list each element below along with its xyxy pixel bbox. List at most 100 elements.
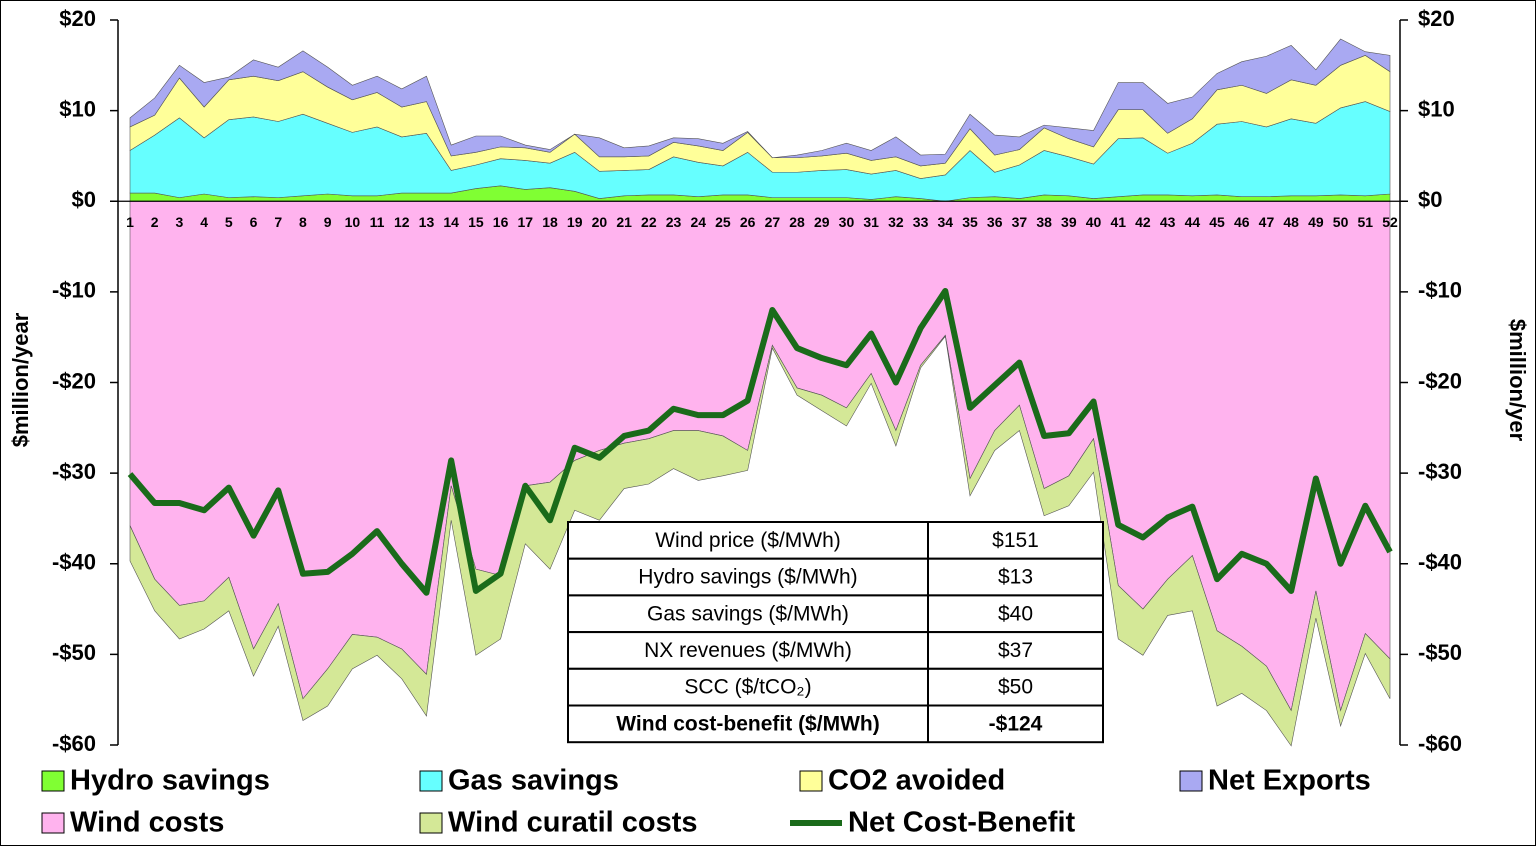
table-row [567, 704, 1104, 744]
x-tick-label: 11 [370, 214, 385, 230]
x-tick-label: 52 [1382, 214, 1398, 230]
x-tick-label: 6 [250, 214, 258, 230]
x-tick-label: 20 [592, 214, 608, 230]
y2-tick-label: $20 [1418, 6, 1455, 31]
x-tick-label: 1 [126, 214, 134, 230]
x-tick-label: 16 [493, 214, 509, 230]
x-tick-label: 34 [938, 214, 954, 230]
x-tick-label: 29 [814, 214, 830, 230]
x-tick-label: 51 [1358, 214, 1374, 230]
y-tick-label: -$20 [52, 368, 96, 393]
table-label: SCC ($/tCO₂) [684, 676, 811, 699]
x-tick-label: 47 [1259, 214, 1275, 230]
y-tick-label: -$10 [52, 278, 96, 303]
legend-swatch [41, 770, 65, 792]
table-row [567, 557, 1104, 597]
x-tick-label: 24 [690, 214, 706, 230]
x-tick-label: 39 [1061, 214, 1077, 230]
x-tick-label: 26 [740, 214, 756, 230]
legend-swatch [799, 770, 823, 792]
table-value: $13 [998, 566, 1033, 589]
y2-tick-label: $10 [1418, 96, 1455, 121]
x-tick-label: 27 [765, 214, 781, 230]
x-tick-label: 46 [1234, 214, 1250, 230]
x-tick-label: 4 [200, 214, 208, 230]
x-tick-label: 42 [1135, 214, 1151, 230]
table-value: $50 [998, 676, 1033, 699]
y2-tick-label: -$40 [1418, 550, 1462, 575]
x-tick-label: 5 [225, 214, 233, 230]
y-tick-label: -$60 [52, 731, 96, 756]
x-tick-label: 2 [151, 214, 159, 230]
line [127, 287, 1393, 596]
table-label: Gas savings ($/MWh) [647, 602, 849, 625]
x-tick-label: 35 [962, 214, 978, 230]
legend-label: Wind curatil costs [448, 807, 698, 839]
table-label: Wind cost-benefit ($/MWh) [616, 712, 879, 735]
legend-swatch [419, 812, 443, 834]
x-tick-label: 7 [274, 214, 282, 230]
y-tick-label: $20 [59, 6, 96, 31]
legend-swatch [419, 770, 443, 792]
x-tick-label: 25 [715, 214, 731, 230]
y-tick-label: $0 [72, 187, 96, 212]
x-tick-label: 41 [1110, 214, 1126, 230]
y2-tick-label: $0 [1418, 187, 1442, 212]
x-tick-label: 32 [888, 214, 904, 230]
y-tick-label: $10 [59, 96, 96, 121]
y-tick-label: -$30 [52, 459, 96, 484]
x-tick-label: 28 [789, 214, 805, 230]
x-tick-label: 30 [839, 214, 855, 230]
x-tick-label: 19 [567, 214, 583, 230]
x-tick-label: 13 [419, 214, 435, 230]
legend-label: Hydro savings [70, 765, 270, 797]
y2-tick-label: -$30 [1418, 459, 1462, 484]
x-tick-label: 40 [1086, 214, 1102, 230]
y2-tick-label: -$10 [1418, 278, 1462, 303]
x-tick-label: 3 [176, 214, 184, 230]
area [129, 334, 1391, 747]
x-tick-label: 37 [1012, 214, 1028, 230]
table-row [567, 521, 1104, 560]
legend-swatch [1179, 770, 1203, 792]
x-tick-label: 21 [616, 214, 632, 230]
x-tick-label: 17 [518, 214, 534, 230]
table-label: NX revenues ($/MWh) [644, 639, 852, 662]
x-tick-label: 44 [1185, 214, 1201, 230]
table-label: Wind price ($/MWh) [655, 529, 841, 552]
x-tick-label: 36 [987, 214, 1003, 230]
x-tick-label: 49 [1308, 214, 1324, 230]
x-tick-label: 14 [443, 214, 459, 230]
table: Wind price ($/MWh) $151 Hydro savings ($/M… [567, 521, 1104, 744]
x-tick-label: 48 [1283, 214, 1299, 230]
x-tick-label: 22 [641, 214, 657, 230]
table-value: $37 [998, 639, 1033, 662]
table-row [567, 667, 1104, 707]
legend-label: Wind costs [70, 807, 224, 839]
x-tick-label: 38 [1036, 214, 1052, 230]
x-tick-label: 43 [1160, 214, 1176, 230]
x-tick-label: 12 [394, 214, 410, 230]
x-tick-label: 9 [324, 214, 332, 230]
y2-tick-label: -$20 [1418, 368, 1462, 393]
y-tick-label: -$40 [52, 550, 96, 575]
x-tick-label: 18 [542, 214, 558, 230]
y2-tick-label: -$50 [1418, 640, 1462, 665]
y2-axis-title: $million/yer [1505, 319, 1530, 442]
y2-tick-label: -$60 [1418, 731, 1462, 756]
table-value: $40 [998, 602, 1033, 625]
legend-label: Gas savings [448, 765, 619, 797]
x-tick-label: 50 [1333, 214, 1349, 230]
y-tick-label: -$50 [52, 640, 96, 665]
y-axis-title: $million/year [8, 312, 33, 447]
x-tick-label: 31 [863, 214, 879, 230]
legend-label: CO2 avoided [828, 765, 1005, 797]
table-value: $151 [992, 529, 1039, 552]
x-tick-label: 33 [913, 214, 929, 230]
table-row [567, 594, 1104, 634]
legend-label: Net Exports [1208, 765, 1371, 797]
x-tick-label: 8 [299, 214, 307, 230]
legend-swatch [41, 812, 65, 834]
area [129, 38, 1391, 167]
